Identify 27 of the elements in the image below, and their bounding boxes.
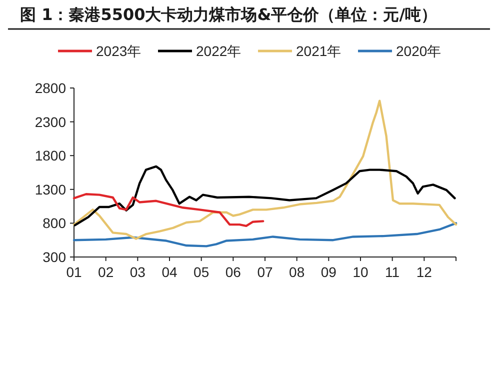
chart-title: 图 1：秦港5500大卡动力煤市场&平仓价（单位：元/吨） bbox=[20, 5, 438, 24]
x-tick-label: 01 bbox=[66, 264, 82, 280]
line-series bbox=[72, 222, 458, 248]
x-tick-label: 10 bbox=[352, 264, 368, 280]
y-tick-label: 1800 bbox=[34, 148, 66, 164]
legend-label: 2020年 bbox=[396, 43, 442, 59]
line-series bbox=[72, 100, 458, 240]
x-tick-label: 07 bbox=[257, 264, 273, 280]
x-tick-label: 05 bbox=[194, 264, 210, 280]
legend-label: 2023年 bbox=[96, 43, 142, 59]
x-tick-label: 08 bbox=[289, 264, 305, 280]
y-tick-label: 300 bbox=[42, 249, 66, 265]
legend-label: 2021年 bbox=[296, 43, 342, 59]
x-tick-label: 11 bbox=[385, 264, 400, 280]
legend-label: 2022年 bbox=[196, 43, 242, 59]
y-tick-label: 800 bbox=[42, 215, 66, 232]
x-tick-label: 09 bbox=[320, 264, 337, 280]
line-series bbox=[74, 165, 456, 226]
y-tick-label: 2300 bbox=[34, 114, 66, 130]
line-series bbox=[72, 193, 264, 227]
y-tick-label: 1300 bbox=[34, 181, 66, 198]
x-tick-label: 12 bbox=[416, 264, 432, 280]
y-tick-label: 2800 bbox=[34, 80, 66, 96]
x-tick-label: 06 bbox=[225, 264, 242, 280]
x-tick-label: 02 bbox=[98, 264, 114, 280]
x-tick-label: 04 bbox=[162, 264, 178, 280]
x-tick-label: 03 bbox=[130, 264, 146, 280]
